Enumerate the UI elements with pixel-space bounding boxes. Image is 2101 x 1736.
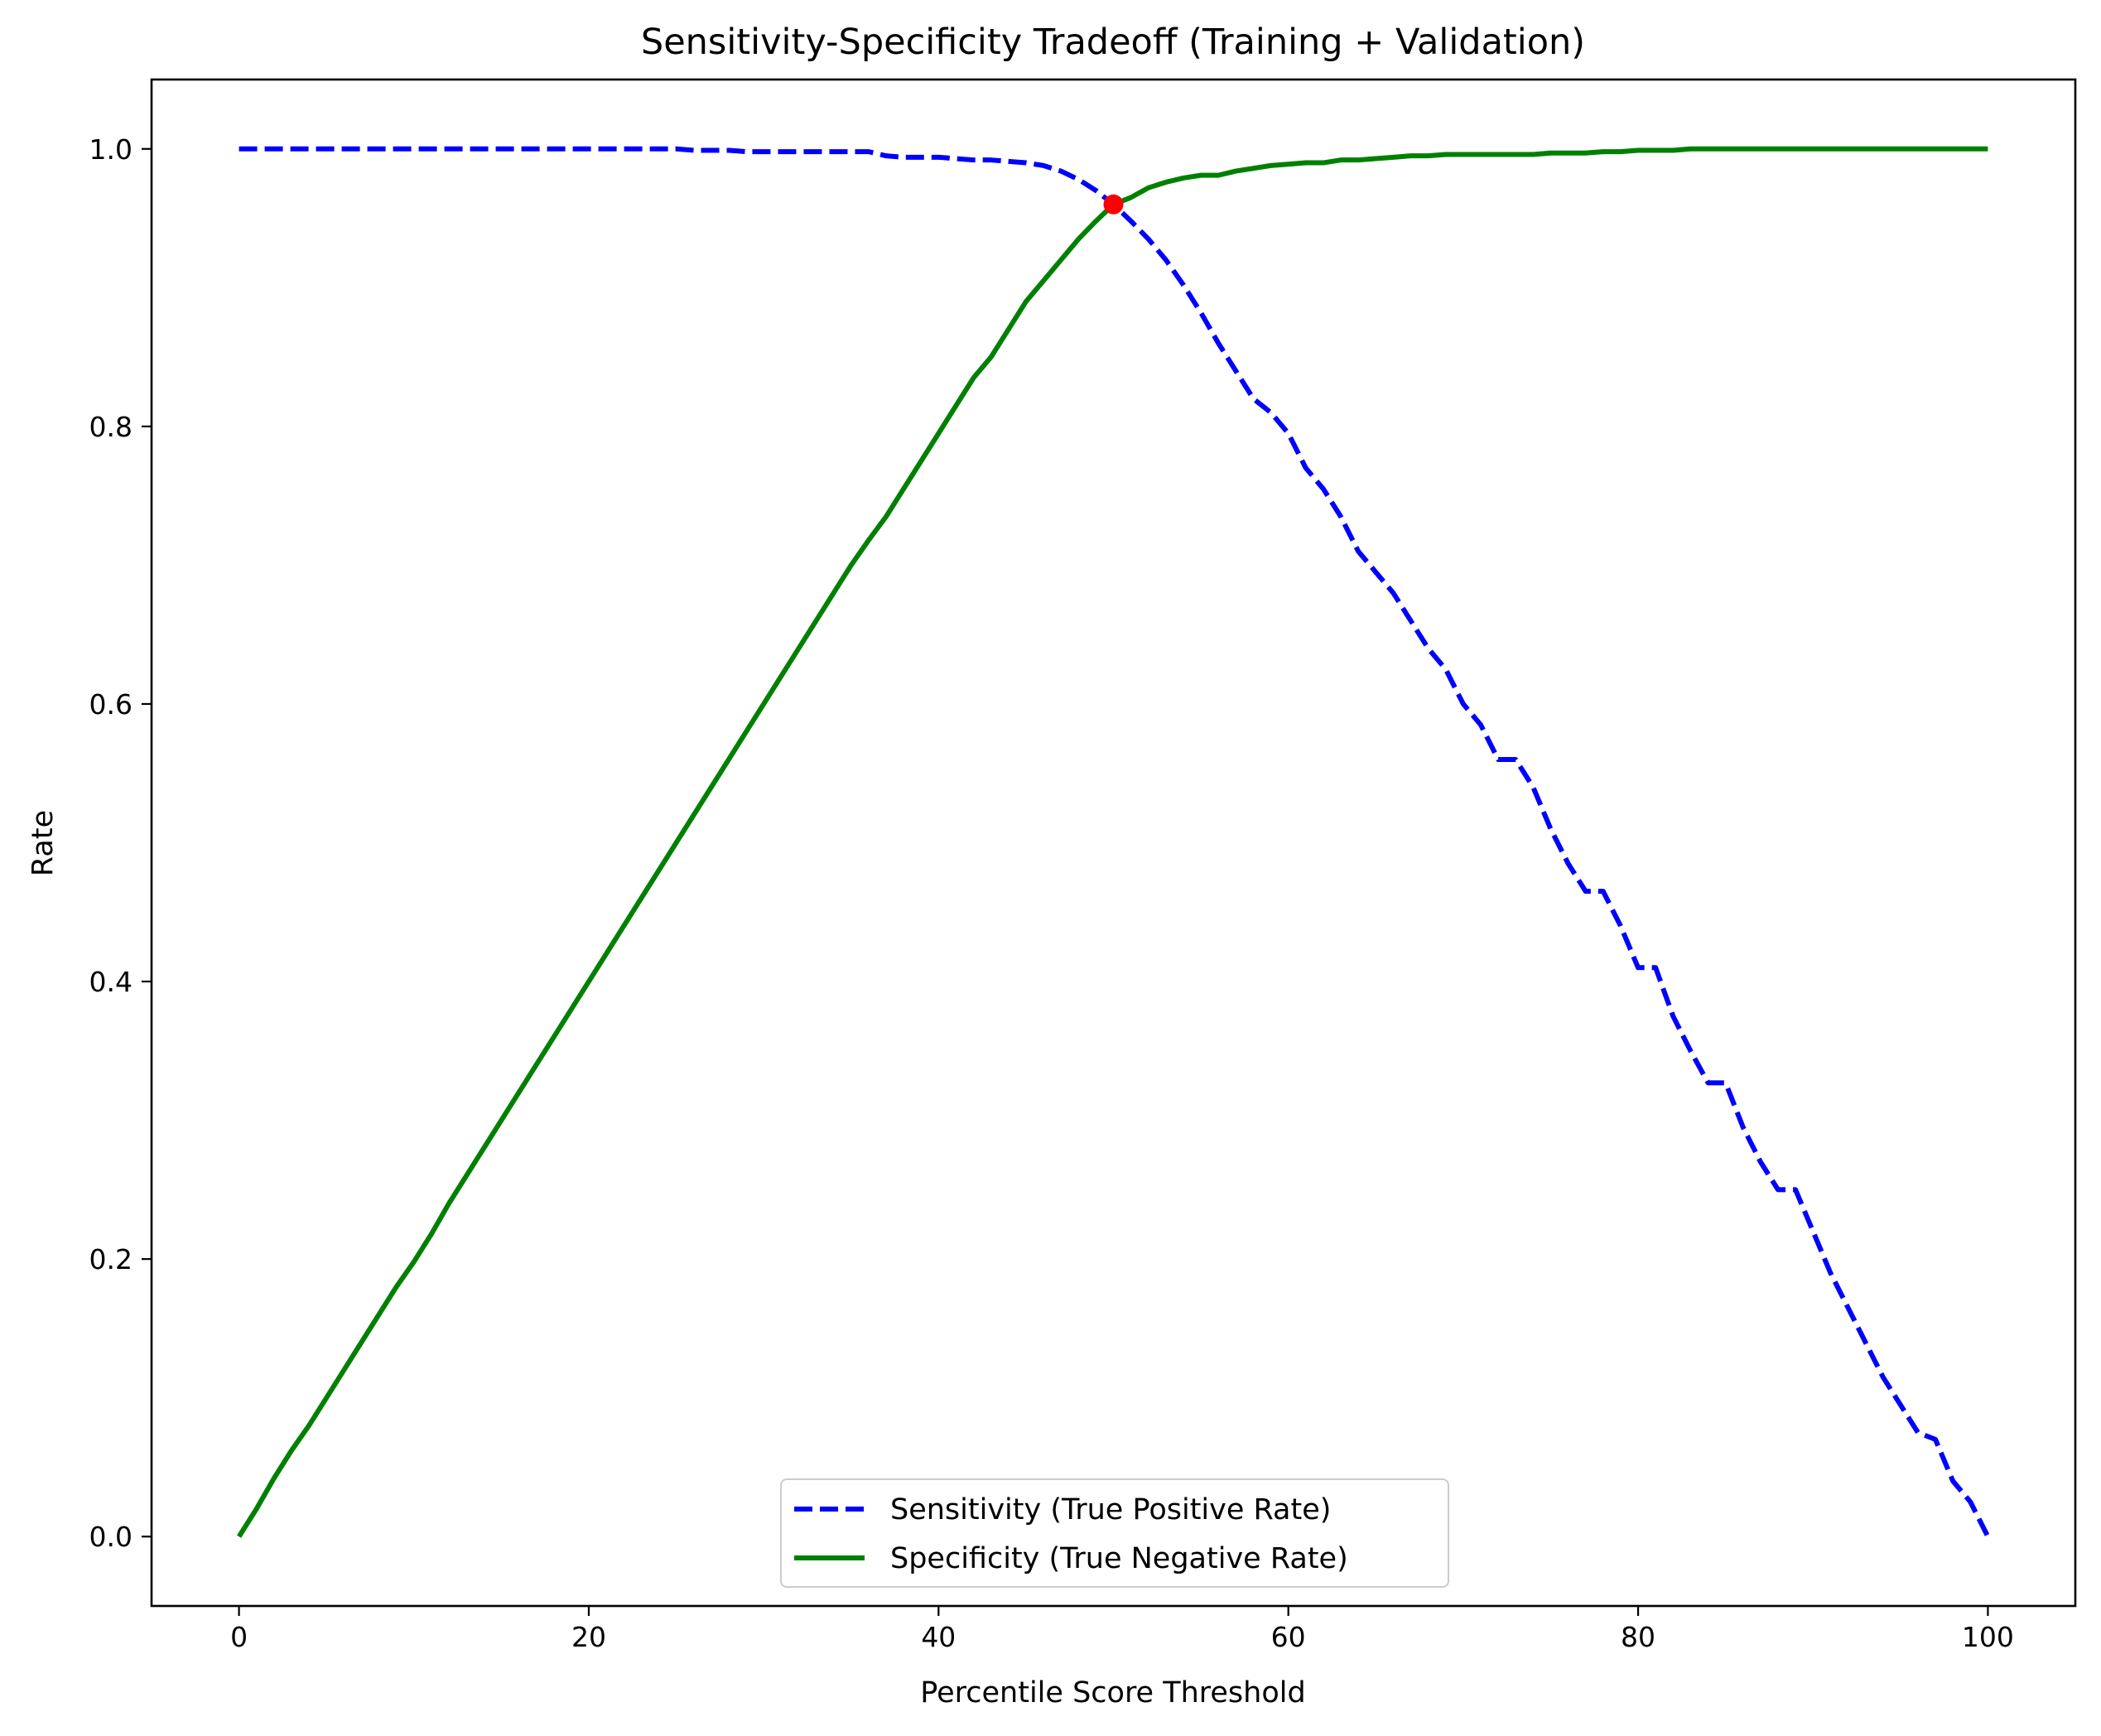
x-tick-label: 0 (230, 1621, 248, 1653)
x-tick-label: 40 (921, 1621, 956, 1653)
series-layer (237, 146, 1991, 1538)
y-tick-label: 1.0 (89, 133, 133, 166)
x-tick-label: 60 (1271, 1621, 1306, 1653)
y-axis-label: Rate (27, 810, 60, 876)
y-tick-label: 0.0 (89, 1521, 133, 1553)
x-tick-label: 20 (571, 1621, 606, 1653)
plot-frame (150, 78, 2077, 1608)
y-tick-label: 0.8 (89, 411, 133, 443)
intersection-marker (1103, 194, 1124, 215)
x-tick-label: 100 (1962, 1621, 2014, 1653)
x-axis-ticks: 0 20 40 60 80 100 (230, 1606, 2014, 1653)
legend-label-sensitivity: Sensitivity (True Positive Rate) (890, 1493, 1331, 1526)
y-tick-label: 0.2 (89, 1243, 133, 1275)
x-tick-label: 80 (1621, 1621, 1655, 1653)
x-axis-label: Percentile Score Threshold (920, 1676, 1305, 1709)
y-axis-ticks: 0.0 0.2 0.4 0.6 0.8 1.0 (89, 133, 152, 1553)
legend-label-specificity: Specificity (True Negative Rate) (890, 1542, 1348, 1575)
legend-box (780, 1478, 1449, 1588)
chart-title: Sensitivity-Specificity Tradeoff (Traini… (641, 22, 1585, 63)
y-tick-label: 0.6 (89, 688, 133, 721)
legend: Sensitivity (True Positive Rate) Specifi… (780, 1478, 1449, 1588)
y-tick-label: 0.4 (89, 966, 133, 998)
